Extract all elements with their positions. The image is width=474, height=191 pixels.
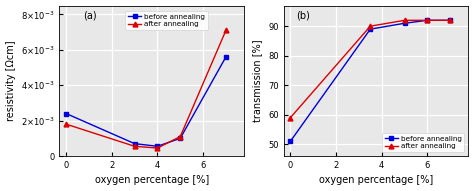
before annealing [155, 145, 160, 147]
before annealing [64, 112, 69, 115]
Legend: before annealing, after annealing: before annealing, after annealing [382, 133, 465, 152]
after annealing [132, 145, 137, 147]
before annealing [288, 140, 293, 142]
Legend: before annealing, after annealing: before annealing, after annealing [125, 11, 208, 30]
after annealing [64, 123, 69, 125]
after annealing [401, 19, 407, 21]
Line: after annealing: after annealing [288, 18, 453, 120]
after annealing [155, 147, 160, 149]
before annealing [425, 19, 430, 21]
Y-axis label: resistivity [Ωcm]: resistivity [Ωcm] [6, 40, 16, 121]
before annealing [132, 142, 137, 145]
X-axis label: oxygen percentage [%]: oxygen percentage [%] [95, 176, 209, 185]
before annealing [177, 137, 183, 139]
before annealing [367, 28, 373, 30]
before annealing [447, 19, 453, 21]
after annealing [367, 25, 373, 27]
Text: (b): (b) [297, 10, 310, 20]
after annealing [177, 135, 183, 138]
Line: before annealing: before annealing [288, 18, 453, 144]
Line: after annealing: after annealing [64, 28, 228, 151]
X-axis label: oxygen percentage [%]: oxygen percentage [%] [319, 176, 433, 185]
before annealing [223, 56, 229, 58]
after annealing [425, 19, 430, 21]
Text: (a): (a) [83, 10, 97, 20]
Line: before annealing: before annealing [64, 54, 228, 149]
after annealing [447, 19, 453, 21]
after annealing [223, 29, 229, 32]
before annealing [401, 22, 407, 24]
Y-axis label: transmission [%]: transmission [%] [253, 40, 263, 122]
after annealing [288, 117, 293, 119]
